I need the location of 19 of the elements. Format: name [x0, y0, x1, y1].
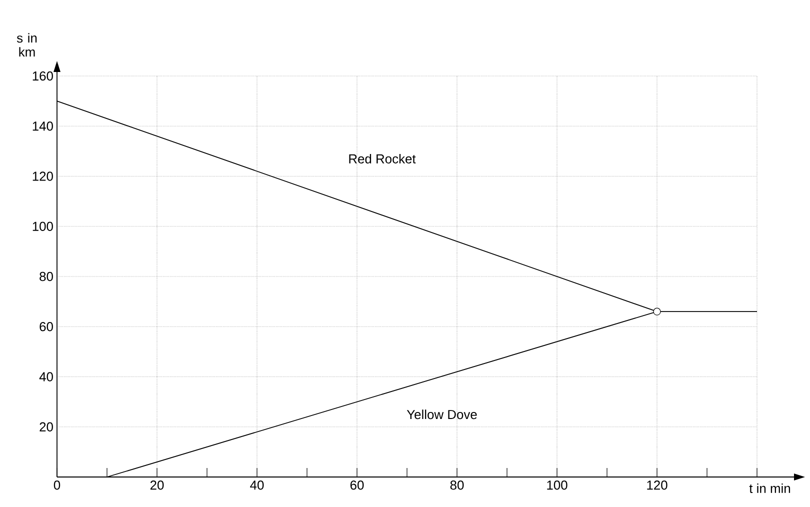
y-tick-label: 60: [40, 322, 53, 332]
y-tick-label: 40: [39, 372, 53, 382]
x-tick-label: 100: [547, 480, 568, 490]
x-tick-label: 40: [250, 480, 264, 490]
y-axis-title: s in km: [16, 33, 37, 56]
y-tick-label: 100: [32, 222, 53, 231]
x-axis-title: t in min: [749, 484, 790, 493]
y-tick-label: 140: [32, 122, 53, 131]
x-tick-label: 80: [450, 480, 464, 490]
series-label: Yellow Dove: [406, 410, 477, 420]
x-tick-label: 120: [647, 480, 668, 490]
text: Red Rocket: [349, 154, 416, 164]
y-tick-label: 160: [32, 71, 53, 81]
x-tick-label: 0: [54, 480, 60, 490]
y-tick-label: 120: [32, 172, 53, 181]
x-tick-label: 60: [350, 480, 364, 490]
y-tick-label: 80: [40, 272, 53, 282]
x-tick-label: 20: [150, 480, 164, 490]
y-tick-label: 20: [40, 422, 53, 432]
